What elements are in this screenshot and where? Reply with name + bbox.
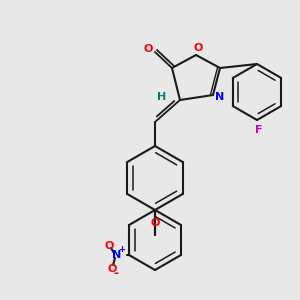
Text: N: N [112,250,122,260]
Text: O: O [193,43,203,53]
Text: -: - [113,268,119,281]
Text: O: O [143,44,153,54]
Text: O: O [104,241,114,251]
Text: O: O [107,264,117,274]
Text: +: + [118,244,125,253]
Text: N: N [215,92,225,102]
Text: F: F [255,125,263,135]
Text: O: O [150,218,160,228]
Text: H: H [158,92,166,102]
